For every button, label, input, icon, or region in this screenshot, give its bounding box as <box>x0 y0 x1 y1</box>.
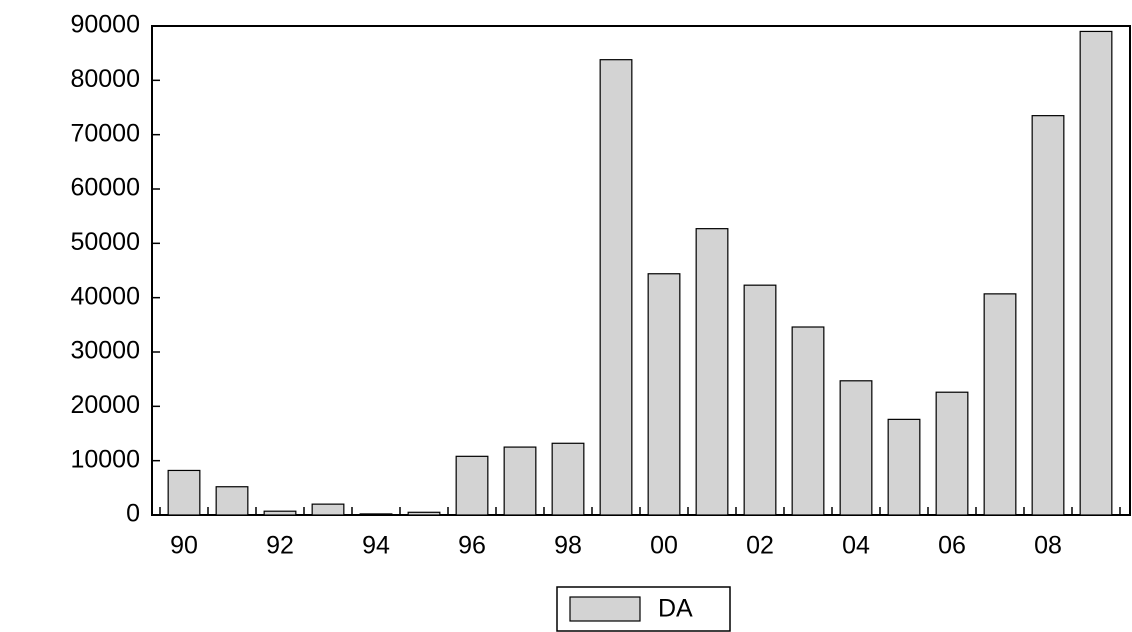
legend-swatch <box>569 596 641 622</box>
bar <box>311 503 345 516</box>
x-tick-label: 96 <box>458 532 486 560</box>
x-tick-label: 04 <box>842 532 870 560</box>
x-tick-label: 00 <box>650 532 678 560</box>
x-tick-label: 98 <box>554 532 582 560</box>
y-tick-label: 0 <box>126 500 140 528</box>
y-tick-label: 40000 <box>70 282 140 310</box>
y-tick-label: 30000 <box>70 337 140 365</box>
bar <box>503 446 537 516</box>
bar <box>695 228 729 516</box>
x-tick-label: 08 <box>1034 532 1062 560</box>
bar <box>455 455 489 516</box>
bar <box>1031 115 1065 516</box>
x-tick-label: 06 <box>938 532 966 560</box>
bar <box>359 513 393 516</box>
y-tick-label: 70000 <box>70 119 140 147</box>
y-tick-label: 80000 <box>70 65 140 93</box>
bar <box>887 418 921 516</box>
plot-frame <box>151 25 1131 516</box>
bar <box>647 273 681 516</box>
bar <box>743 284 777 516</box>
x-tick-label: 02 <box>746 532 774 560</box>
bar <box>983 293 1017 516</box>
y-tick-label: 50000 <box>70 228 140 256</box>
bar <box>839 380 873 516</box>
x-tick-label: 94 <box>362 532 390 560</box>
bar <box>407 511 441 516</box>
y-tick-label: 60000 <box>70 174 140 202</box>
bar <box>167 469 201 516</box>
bar <box>263 510 297 516</box>
bar <box>1079 30 1113 516</box>
bar <box>935 391 969 516</box>
x-tick-label: 90 <box>170 532 198 560</box>
y-tick-label: 10000 <box>70 445 140 473</box>
legend-label: DA <box>658 595 693 623</box>
y-tick-label: 90000 <box>70 11 140 39</box>
bar <box>791 326 825 516</box>
x-tick-label: 92 <box>266 532 294 560</box>
bar <box>599 59 633 516</box>
bar <box>551 442 585 516</box>
y-tick-label: 20000 <box>70 391 140 419</box>
bar <box>215 486 249 516</box>
